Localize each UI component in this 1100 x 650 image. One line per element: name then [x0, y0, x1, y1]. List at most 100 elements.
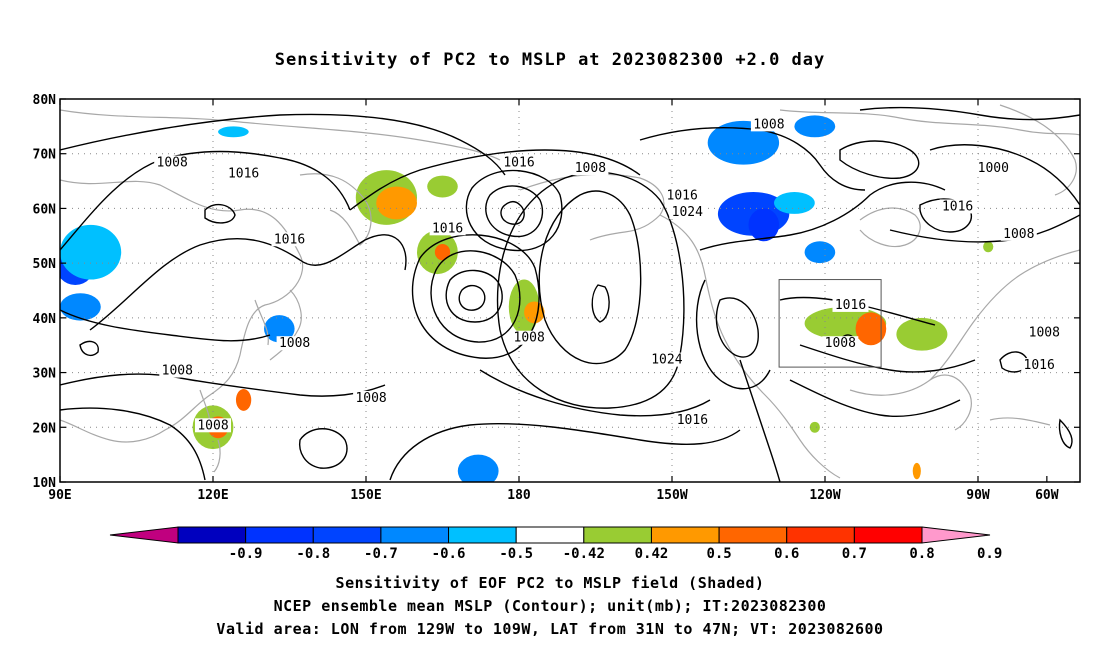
- contour-labels: 1008 1016 1016 1008 1016 1024 1008 1000 1016 1008…: [154, 117, 1063, 433]
- contour-1016-asia: [89, 234, 407, 331]
- contour-label-bg-15: [276, 336, 313, 351]
- contour-label-bg-14: [822, 336, 859, 351]
- longitude-labels: 90E 120E 150E 180 150W 120W 90W 60W: [48, 488, 1059, 503]
- colorbar-label-5: -0.42: [563, 546, 605, 562]
- shaded-area-2: [60, 293, 101, 321]
- shaded-area-29: [809, 421, 820, 433]
- contour-label-bg-11: [271, 232, 308, 247]
- axis-ticks: [59, 98, 1080, 483]
- contour-label-bg-13: [832, 297, 869, 312]
- coastline-north-america-east: [929, 249, 1080, 381]
- lon-label-90W: 90W: [966, 488, 990, 503]
- lon-label-150E: 150E: [350, 488, 381, 503]
- contour-label-bg-16: [159, 363, 196, 378]
- contour-1016-north-pacific-ridge: [349, 149, 641, 211]
- coastline-arctic-russia: [60, 109, 501, 161]
- contour-label-bg-6: [750, 117, 787, 132]
- contour-label-15: 1008: [279, 336, 310, 351]
- contour-1008-bering: [639, 127, 866, 191]
- shaded-area-27: [1095, 364, 1100, 380]
- contour-label-bg-9: [1000, 226, 1037, 241]
- colorbar-box-1: [245, 526, 314, 544]
- lon-label-150W: 150W: [656, 488, 687, 503]
- contour-low-aleutian-3: [465, 169, 563, 252]
- chart-title: Sensitivity of PC2 to MSLP at 2023082300…: [274, 50, 826, 70]
- contour-low-nw-pacific-1: [458, 284, 486, 311]
- contour-1016-west-us: [695, 279, 771, 390]
- coastline-canadian-arctic: [779, 109, 1080, 136]
- colorbar-arrow-right: [921, 526, 991, 544]
- contour-label-18: 1008: [197, 418, 228, 433]
- shaded-area-26: [1090, 351, 1100, 384]
- contour-high-1024-central: [538, 190, 642, 365]
- colorbar-arrow-left: [109, 526, 179, 544]
- contour-label-1: 1016: [228, 167, 259, 182]
- contour-label-4: 1016: [667, 188, 698, 203]
- contour-low-nw-pacific-2: [445, 269, 503, 323]
- latitude-labels: 80N 70N 60N 50N 40N 30N 20N 10N: [33, 93, 57, 491]
- lon-label-180: 180: [507, 488, 531, 503]
- contour-1016-southeast-us: [799, 344, 976, 373]
- lon-label-90E: 90E: [48, 488, 71, 503]
- contour-label-12: 1016: [432, 221, 463, 236]
- colorbar: -0.9 -0.8 -0.7 -0.6 -0.5 -0.42 0.42 0.5 0.6 0.7 0.…: [109, 526, 1002, 562]
- lon-label-120W: 120W: [809, 488, 840, 503]
- contour-label-bg-18: [195, 418, 231, 433]
- colorbar-label-10: 0.8: [909, 546, 934, 562]
- colorbar-box-6: [583, 526, 652, 544]
- shaded-area-16: [434, 243, 451, 261]
- contour-label-bg-0: [154, 155, 191, 170]
- map-panel: 1008 1016 1016 1008 1016 1024 1008 1000 1016 1008…: [33, 93, 1100, 503]
- lat-label-80N: 80N: [33, 93, 57, 108]
- coastlines: [60, 104, 1080, 479]
- contour-label-22: 1008: [1029, 325, 1060, 340]
- colorbar-box-0: [177, 526, 247, 544]
- contour-label-19: 1008: [514, 331, 545, 346]
- contour-label-14: 1008: [825, 336, 856, 351]
- shaded-area-14: [376, 186, 417, 220]
- contour-1008-siberia: [60, 150, 351, 251]
- contour-label-bg-21: [674, 412, 711, 427]
- shaded-area-21: [855, 312, 887, 346]
- lon-label-120E: 120E: [197, 488, 228, 503]
- contour-1016-gulf: [789, 379, 961, 418]
- contour-label-6: 1008: [753, 117, 784, 132]
- contour-1008-nw-small-2: [79, 340, 99, 357]
- shaded-area-9: [774, 192, 815, 214]
- lat-label-50N: 50N: [33, 257, 57, 272]
- contour-1016-north-arc: [60, 113, 506, 176]
- shaded-area-1: [60, 224, 122, 280]
- lat-label-30N: 30N: [33, 367, 57, 382]
- contour-label-7: 1000: [978, 161, 1009, 176]
- contour-label-bg-20: [648, 352, 685, 367]
- colorbar-label-1: -0.8: [296, 546, 330, 562]
- shaded-area-18: [524, 301, 545, 324]
- coastline-kamchatka: [299, 173, 372, 246]
- contour-low-aleutian-2: [485, 185, 544, 238]
- colorbar-box-2: [312, 526, 382, 544]
- contour-label-bg-1: [225, 166, 262, 181]
- colorbar-label-7: 0.5: [706, 546, 731, 562]
- colorbar-label-6: 0.42: [635, 546, 669, 562]
- sensitivity-shading: [60, 115, 1100, 482]
- contour-label-bg-8: [939, 199, 976, 214]
- shaded-area-5: [707, 120, 780, 165]
- contour-high-small: [591, 284, 610, 323]
- contour-low-aleutian-1: [500, 200, 525, 225]
- mslp-contours: [60, 106, 1080, 482]
- contour-label-bg-22: [1026, 325, 1063, 340]
- contour-label-5: 1024: [672, 205, 703, 220]
- contour-1016-north-atlantic: [929, 144, 1080, 206]
- colorbar-label-8: 0.6: [774, 546, 799, 562]
- contour-1016-subtropical-east: [479, 369, 711, 417]
- contour-label-3: 1008: [575, 161, 606, 176]
- colorbar-label-11: 0.9: [977, 546, 1002, 562]
- contour-label-bg-19: [511, 330, 548, 345]
- map-frame: [59, 98, 1081, 483]
- shaded-area-12: [457, 454, 499, 482]
- contour-1008-typhoon: [298, 428, 348, 469]
- shaded-area-31: [983, 241, 994, 253]
- colorbar-box-4: [448, 526, 517, 544]
- shaded-area-6: [794, 115, 836, 138]
